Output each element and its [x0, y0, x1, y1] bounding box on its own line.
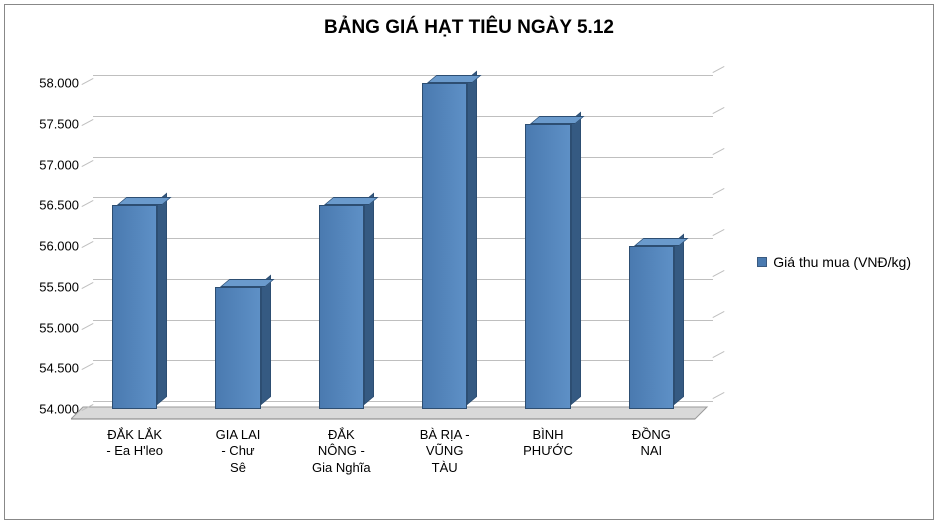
- bar: [112, 205, 157, 409]
- bar-front: [422, 83, 467, 409]
- bar-side: [364, 193, 374, 405]
- plot-area: [83, 75, 703, 415]
- bar-top: [220, 279, 275, 287]
- bar-front: [319, 205, 364, 409]
- y-tick-label: 54.500: [39, 361, 79, 376]
- x-tick-label: BÀ RỊA - VŨNG TÀU: [396, 427, 494, 476]
- x-tick-label: ĐẮK NÔNG - Gia Nghĩa: [292, 427, 390, 476]
- bar-top: [530, 116, 585, 124]
- bar-top: [427, 75, 482, 83]
- bar-side: [467, 71, 477, 405]
- bar: [215, 287, 260, 409]
- x-tick-label: ĐỒNG NAI: [602, 427, 700, 460]
- bar: [525, 124, 570, 409]
- bar-side: [571, 111, 581, 405]
- legend: Giá thu mua (VNĐ/kg): [757, 254, 911, 270]
- bar-front: [112, 205, 157, 409]
- chart-container: BẢNG GIÁ HẠT TIÊU NGÀY 5.12 Giá thu mua …: [4, 4, 934, 520]
- x-tick-label: ĐẮK LẮK - Ea H'leo: [86, 427, 184, 460]
- bar: [422, 83, 467, 409]
- y-tick-label: 56.000: [39, 239, 79, 254]
- y-tick-label: 56.500: [39, 198, 79, 213]
- bar-side: [157, 193, 167, 405]
- bar-top: [324, 197, 379, 205]
- bar-front: [629, 246, 674, 409]
- bar-front: [525, 124, 570, 409]
- bar: [319, 205, 364, 409]
- y-tick-label: 57.500: [39, 116, 79, 131]
- y-tick-label: 57.000: [39, 157, 79, 172]
- y-axis: 54.00054.50055.00055.50056.00056.50057.0…: [27, 75, 83, 415]
- bar: [629, 246, 674, 409]
- x-tick-label: BÌNH PHƯỚC: [499, 427, 597, 460]
- legend-item: Giá thu mua (VNĐ/kg): [757, 254, 911, 270]
- bar-side: [674, 234, 684, 405]
- bar-side: [261, 274, 271, 405]
- bar-front: [215, 287, 260, 409]
- x-tick-label: GIA LAI - Chư Sê: [189, 427, 287, 476]
- y-tick-label: 58.000: [39, 76, 79, 91]
- y-tick-label: 55.500: [39, 279, 79, 294]
- legend-label: Giá thu mua (VNĐ/kg): [773, 254, 911, 270]
- bars-group: [83, 75, 703, 415]
- bar-top: [634, 238, 689, 246]
- chart-title: BẢNG GIÁ HẠT TIÊU NGÀY 5.12: [5, 5, 933, 39]
- legend-swatch: [757, 257, 767, 267]
- y-tick-label: 55.000: [39, 320, 79, 335]
